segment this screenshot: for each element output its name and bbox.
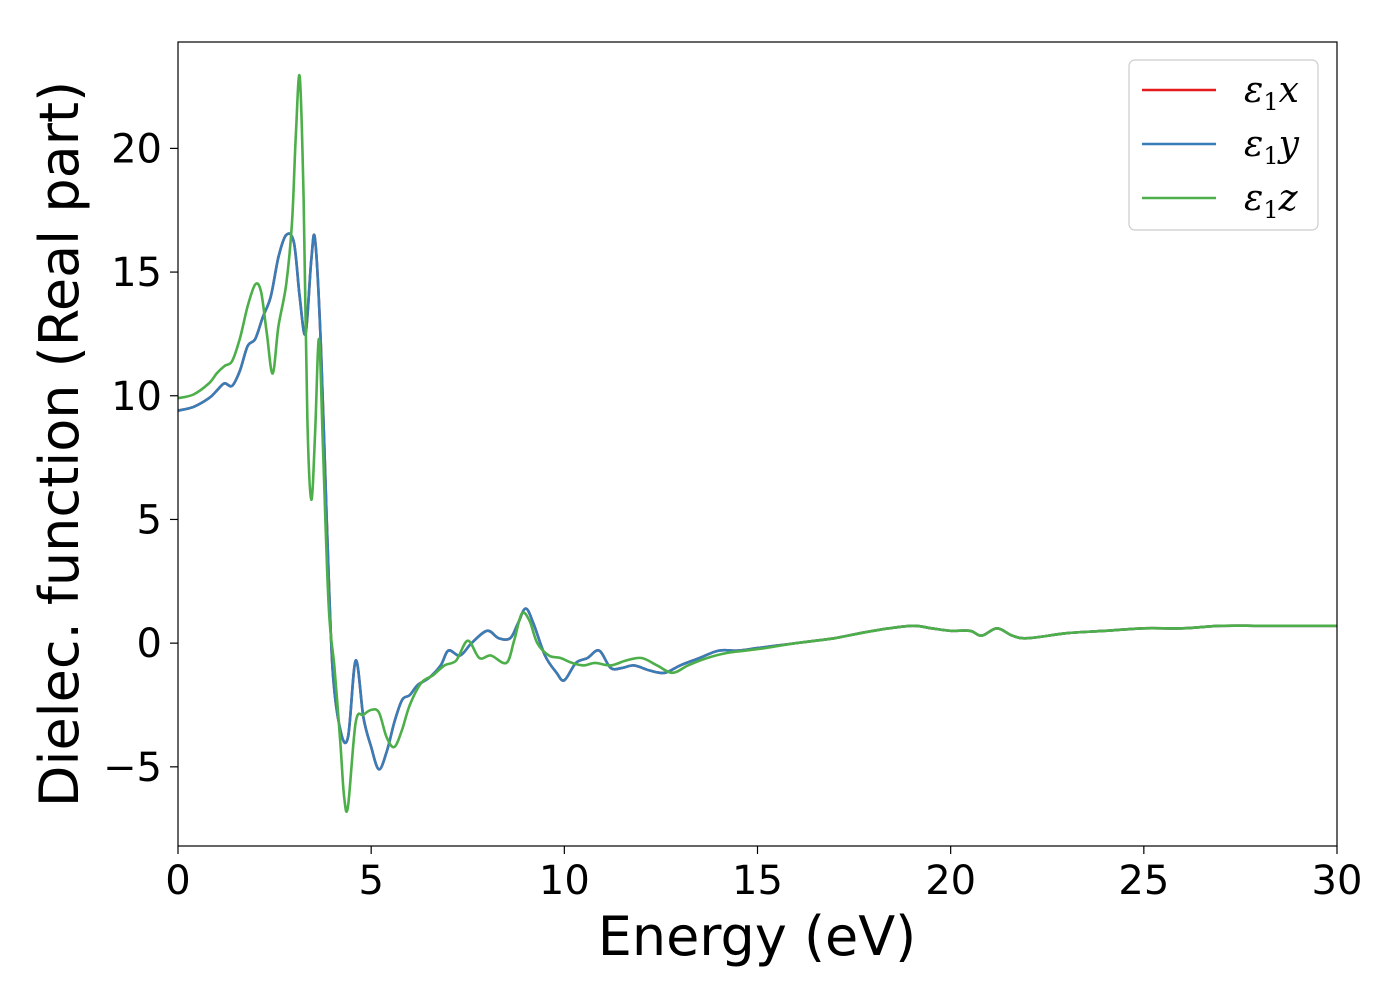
y-tick-label: 15	[111, 250, 162, 296]
y-axis: −5 0 5 10 15 20	[103, 126, 178, 791]
x-tick-label: 10	[539, 858, 590, 904]
x-tick-label: 15	[732, 858, 783, 904]
y-axis-title: Dielec. function (Real part)	[28, 81, 91, 807]
legend-frame	[1128, 59, 1319, 231]
x-axis-title: Energy (eV)	[598, 905, 917, 968]
series-line-3	[177, 73, 1337, 813]
series-layer	[177, 73, 1337, 813]
y-tick-label: 20	[111, 126, 162, 172]
x-tick-label: 5	[358, 858, 383, 904]
y-tick-label: −5	[103, 745, 162, 791]
x-tick-label: 0	[165, 858, 190, 904]
x-tick-label: 30	[1312, 858, 1363, 904]
y-tick-label: 10	[111, 374, 162, 420]
y-tick-label: 5	[137, 497, 162, 543]
y-tick-label: 0	[137, 621, 162, 667]
x-tick-label: 20	[925, 858, 976, 904]
x-axis: 0 5 10 15 20 25 30	[165, 846, 1362, 904]
x-tick-label: 25	[1118, 858, 1169, 904]
